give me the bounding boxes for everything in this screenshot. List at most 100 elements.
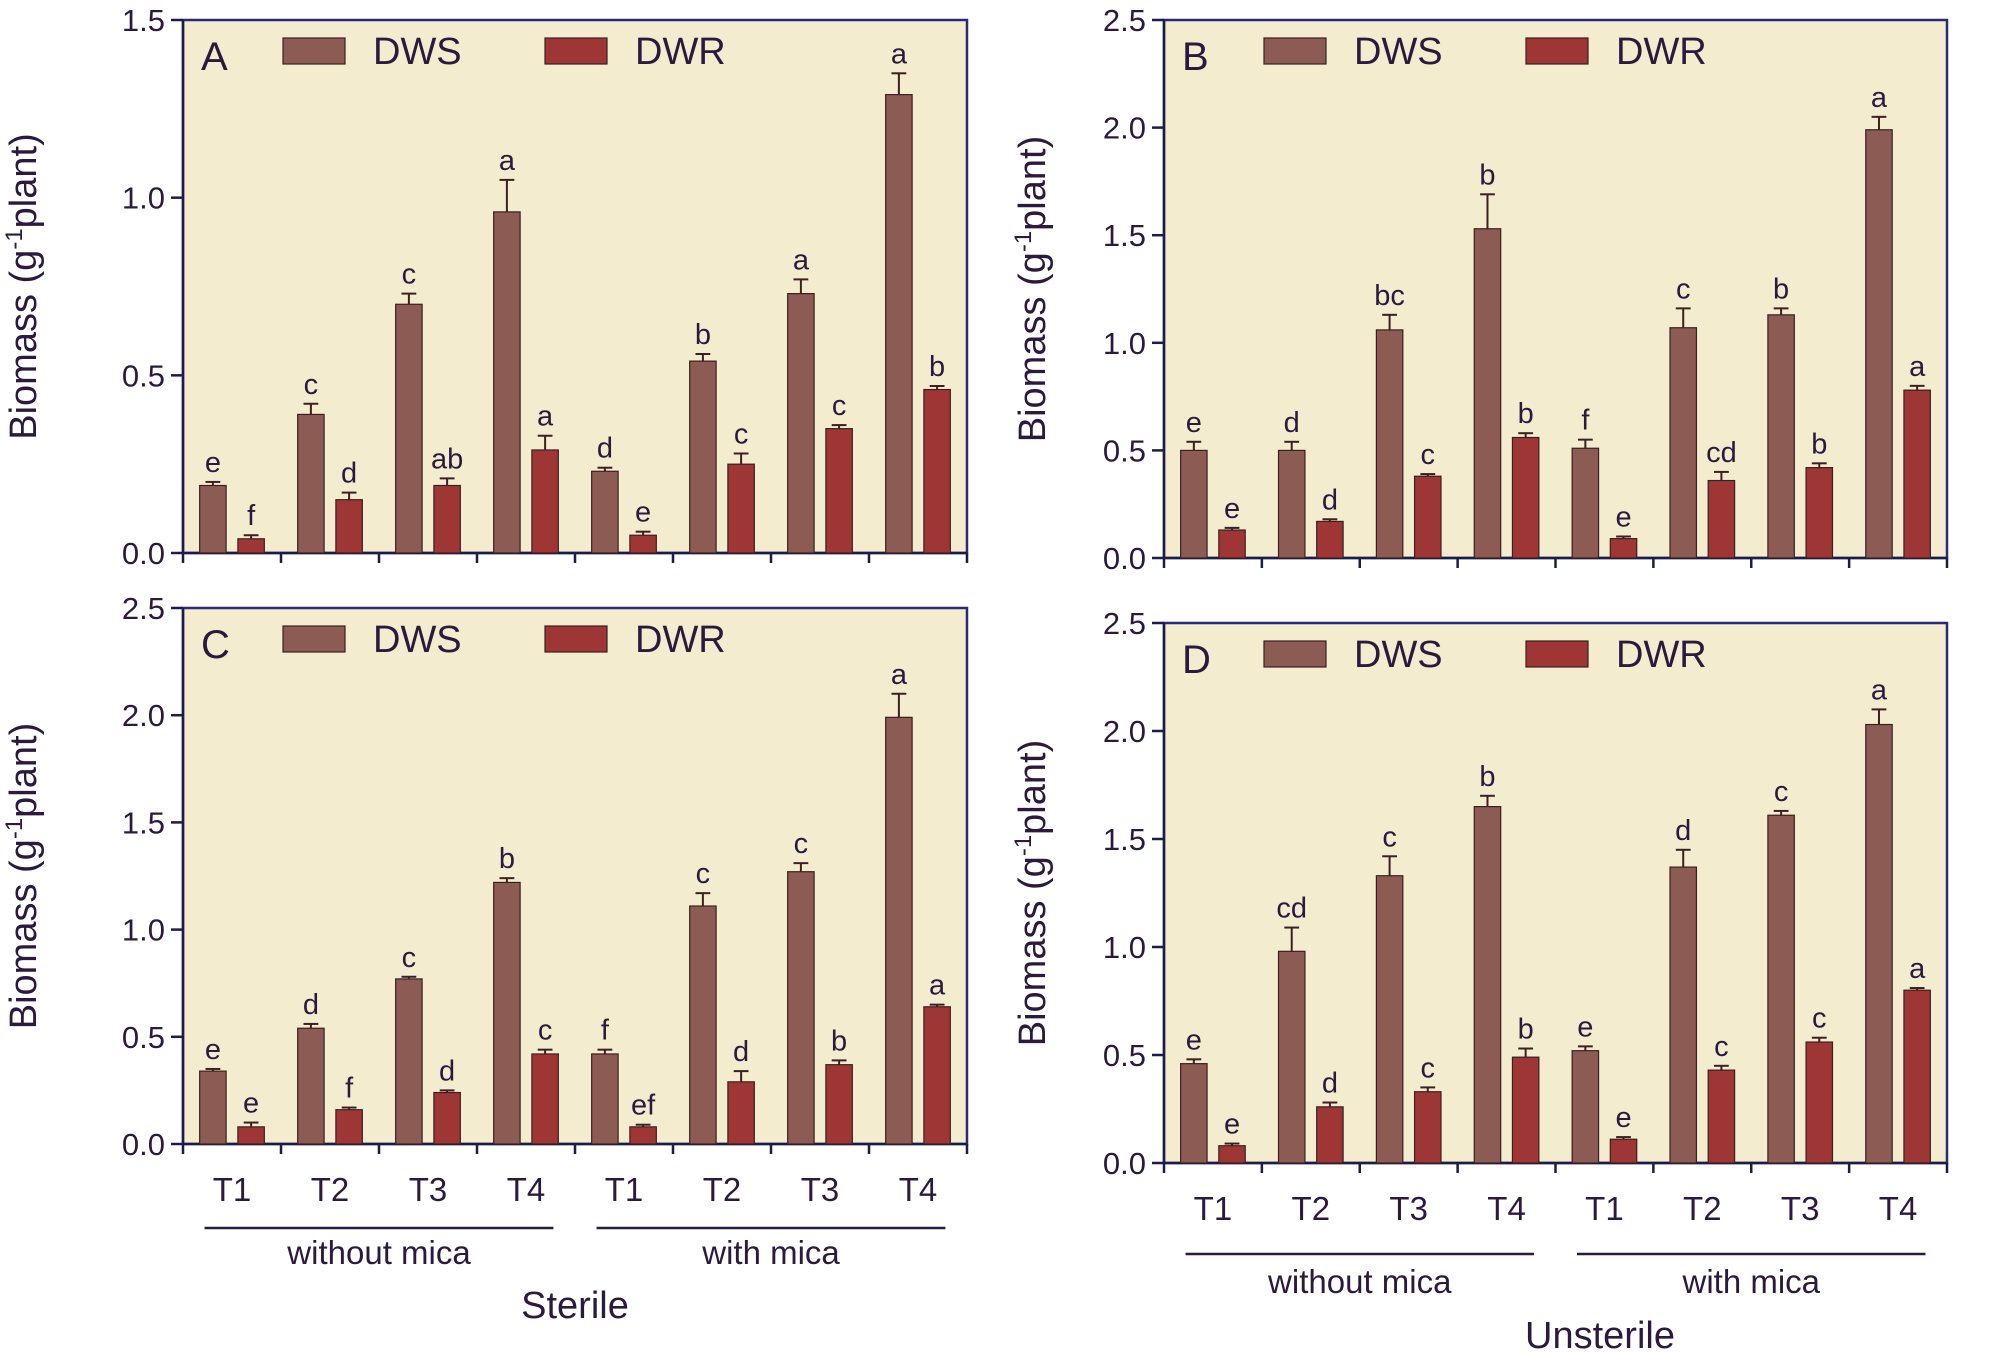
legend-swatch-dwr xyxy=(544,37,608,65)
bar-dws-t1 xyxy=(199,484,227,554)
significance-label: a xyxy=(793,244,810,276)
bar-dwr-t2 xyxy=(1707,1069,1736,1164)
bar-dwr-t2 xyxy=(335,1109,363,1145)
bar-dws-t4 xyxy=(493,211,521,554)
significance-label: c xyxy=(1421,1052,1436,1084)
bar-dwr-t1 xyxy=(237,1126,265,1145)
bar-dwr-t1 xyxy=(629,534,657,554)
y-tick-label: 0.5 xyxy=(1103,433,1146,468)
bar-dwr-t3 xyxy=(1805,467,1834,559)
significance-label: f xyxy=(247,500,256,532)
significance-label: d xyxy=(1284,407,1300,439)
bar-dws-t2 xyxy=(1277,950,1306,1164)
significance-label: cd xyxy=(1276,893,1307,925)
significance-label: b xyxy=(1518,1014,1534,1046)
y-tick-label: 2.5 xyxy=(122,591,165,626)
significance-label: c xyxy=(794,828,809,860)
significance-label: b xyxy=(929,351,945,383)
y-tick-label: 2.0 xyxy=(122,698,165,733)
bar-dwr-t3 xyxy=(1413,475,1442,559)
legend-swatch-dws xyxy=(282,37,346,65)
y-tick-label: 2.5 xyxy=(1103,3,1146,38)
bar-dwr-t2 xyxy=(727,1081,755,1145)
bar-dwr-t4 xyxy=(923,1006,951,1145)
significance-label: d xyxy=(303,989,319,1021)
bar-dwr-t4 xyxy=(1511,436,1540,559)
bar-dwr-t1 xyxy=(1609,1138,1638,1164)
significance-label: a xyxy=(1909,351,1926,383)
chart-panel-a: 0.0 0.5 1.0 1.5 e c c a d b a a f d ab a e c c b A DWS DWR Biom… xyxy=(1,3,969,571)
x-category-label: T3 xyxy=(1781,1190,1820,1227)
bar-dws-t3 xyxy=(1375,329,1404,559)
bar-dwr-t3 xyxy=(1805,1041,1834,1164)
x-category-label: T1 xyxy=(213,1171,252,1208)
significance-label: cd xyxy=(1706,437,1737,469)
legend-label-dws: DWS xyxy=(373,31,462,73)
bar-dws-t4 xyxy=(885,94,913,554)
y-axis-label: Biomass (g-1plant) xyxy=(1010,740,1054,1046)
bottom-title-sterile: Sterile xyxy=(521,1285,629,1327)
y-tick-label: 1.5 xyxy=(122,3,165,38)
significance-label: b xyxy=(831,1025,847,1057)
bar-dwr-t4 xyxy=(1903,989,1931,1164)
significance-label: f xyxy=(345,1073,354,1105)
bar-dws-t4 xyxy=(885,716,913,1145)
bar-dwr-t1 xyxy=(1609,538,1638,559)
bar-dws-t2 xyxy=(689,905,717,1145)
bar-dws-t2 xyxy=(1669,866,1698,1164)
significance-label: a xyxy=(537,401,554,433)
significance-label: c xyxy=(402,259,417,291)
legend-label-dwr: DWR xyxy=(635,619,726,661)
y-tick-label: 0.0 xyxy=(1103,1146,1146,1181)
y-axis-label: Biomass (g-1plant) xyxy=(1,133,45,439)
significance-label: a xyxy=(499,145,516,177)
legend-swatch-dwr xyxy=(1525,640,1589,668)
y-tick-label: 2.5 xyxy=(1103,606,1146,641)
y-tick-label: 1.0 xyxy=(122,913,165,948)
bar-dws-t1 xyxy=(1571,447,1600,559)
significance-label: e xyxy=(1224,1109,1240,1141)
bar-dws-t3 xyxy=(1767,814,1795,1164)
bar-dwr-t3 xyxy=(1413,1091,1442,1164)
significance-label: e xyxy=(635,497,651,529)
significance-label: a xyxy=(891,38,908,70)
significance-label: f xyxy=(601,1015,610,1047)
bar-dws-t3 xyxy=(1767,314,1795,559)
bar-dws-t4 xyxy=(1865,723,1893,1164)
bar-dwr-t1 xyxy=(1218,1145,1246,1164)
x-category-label: T3 xyxy=(1389,1190,1428,1227)
panel-letter: B xyxy=(1182,35,1209,79)
x-category-label: T4 xyxy=(507,1171,546,1208)
y-tick-label: 1.0 xyxy=(122,181,165,216)
significance-label: d xyxy=(1675,815,1691,847)
x-category-label: T3 xyxy=(409,1171,448,1208)
bottom-title-unsterile: Unsterile xyxy=(1525,1315,1675,1352)
bar-dws-t3 xyxy=(787,871,815,1145)
bar-dwr-t1 xyxy=(1218,529,1246,559)
significance-label: a xyxy=(1909,953,1926,985)
significance-label: bc xyxy=(1374,280,1405,312)
significance-label: b xyxy=(1479,159,1495,191)
bar-dwr-t3 xyxy=(825,1064,853,1145)
significance-label: e xyxy=(205,447,221,479)
bar-dws-t2 xyxy=(689,360,717,554)
significance-label: e xyxy=(205,1034,221,1066)
significance-label: c xyxy=(1774,776,1789,808)
y-tick-label: 2.0 xyxy=(1103,714,1146,749)
x-category-label: T4 xyxy=(1879,1190,1918,1227)
y-tick-label: 0.5 xyxy=(122,358,165,393)
significance-label: b xyxy=(1773,273,1789,305)
bar-dwr-t3 xyxy=(433,1091,461,1145)
chart-panel-d: 0.0 0.5 1.0 1.5 2.0 2.5 e cd c b e d c a e d c b e c c a D DWS D… xyxy=(1010,606,1949,1300)
significance-label: b xyxy=(499,843,515,875)
bar-dws-t1 xyxy=(1180,1063,1208,1164)
bar-dws-t1 xyxy=(591,1053,619,1145)
significance-label: a xyxy=(1871,674,1888,706)
significance-label: ab xyxy=(431,443,463,475)
x-category-label: T2 xyxy=(1292,1190,1331,1227)
bar-dws-t4 xyxy=(1473,228,1502,559)
legend-swatch-dws xyxy=(1263,640,1327,668)
significance-label: d xyxy=(733,1036,749,1068)
